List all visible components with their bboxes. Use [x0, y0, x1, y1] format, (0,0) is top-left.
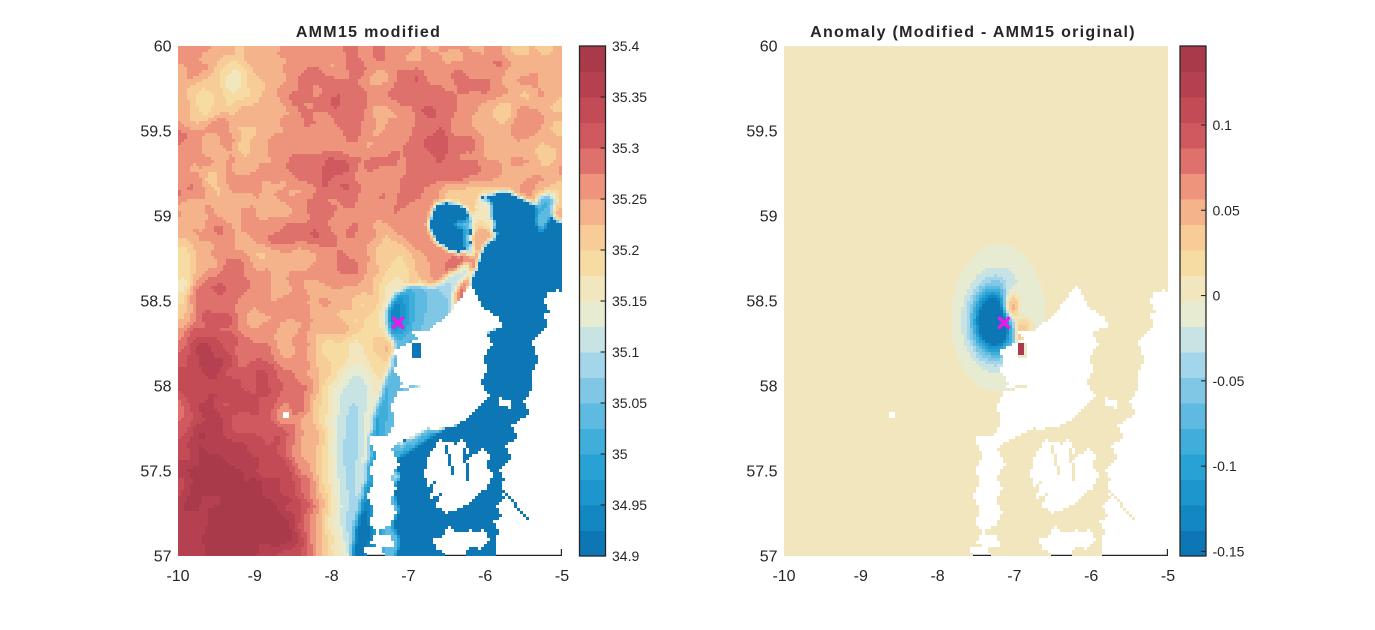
svg-text:35.05: 35.05: [612, 395, 647, 411]
svg-text:35.2: 35.2: [612, 242, 639, 258]
svg-text:Anomaly (Modified - AMM15 orig: Anomaly (Modified - AMM15 original): [810, 24, 1136, 41]
svg-text:-10: -10: [772, 568, 795, 585]
svg-text:35.1: 35.1: [612, 344, 639, 360]
svg-text:-8: -8: [324, 568, 338, 585]
svg-text:-0.1: -0.1: [1213, 458, 1237, 474]
svg-text:0: 0: [1213, 288, 1221, 304]
svg-text:AMM15 modified: AMM15 modified: [296, 24, 441, 41]
svg-text:57.5: 57.5: [746, 464, 777, 481]
svg-text:34.9: 34.9: [612, 548, 639, 564]
svg-text:-6: -6: [1084, 568, 1098, 585]
svg-text:-0.05: -0.05: [1213, 373, 1245, 389]
svg-text:-5: -5: [1161, 568, 1175, 585]
svg-text:-5: -5: [555, 568, 569, 585]
svg-text:58.5: 58.5: [746, 294, 777, 311]
svg-text:57: 57: [760, 549, 778, 566]
svg-text:57: 57: [154, 549, 172, 566]
svg-text:35.25: 35.25: [612, 191, 647, 207]
svg-text:-10: -10: [166, 568, 189, 585]
svg-text:0.05: 0.05: [1213, 202, 1240, 218]
svg-text:57.5: 57.5: [140, 464, 171, 481]
svg-text:35.15: 35.15: [612, 293, 647, 309]
svg-text:59: 59: [760, 209, 778, 226]
svg-text:-9: -9: [854, 568, 868, 585]
svg-text:60: 60: [154, 39, 172, 56]
svg-text:-7: -7: [401, 568, 415, 585]
svg-text:60: 60: [760, 39, 778, 56]
svg-text:35.4: 35.4: [612, 38, 639, 54]
svg-text:-7: -7: [1007, 568, 1021, 585]
svg-text:58: 58: [154, 379, 172, 396]
svg-text:-9: -9: [248, 568, 262, 585]
svg-text:59.5: 59.5: [140, 124, 171, 141]
svg-text:35: 35: [612, 446, 628, 462]
svg-text:35.35: 35.35: [612, 89, 647, 105]
svg-text:58.5: 58.5: [140, 294, 171, 311]
svg-text:-0.15: -0.15: [1213, 543, 1245, 559]
svg-text:-6: -6: [478, 568, 492, 585]
svg-text:-8: -8: [930, 568, 944, 585]
svg-text:34.95: 34.95: [612, 497, 647, 513]
svg-text:59: 59: [154, 209, 172, 226]
svg-text:35.3: 35.3: [612, 140, 639, 156]
svg-text:58: 58: [760, 379, 778, 396]
svg-text:0.1: 0.1: [1213, 117, 1233, 133]
svg-text:59.5: 59.5: [746, 124, 777, 141]
